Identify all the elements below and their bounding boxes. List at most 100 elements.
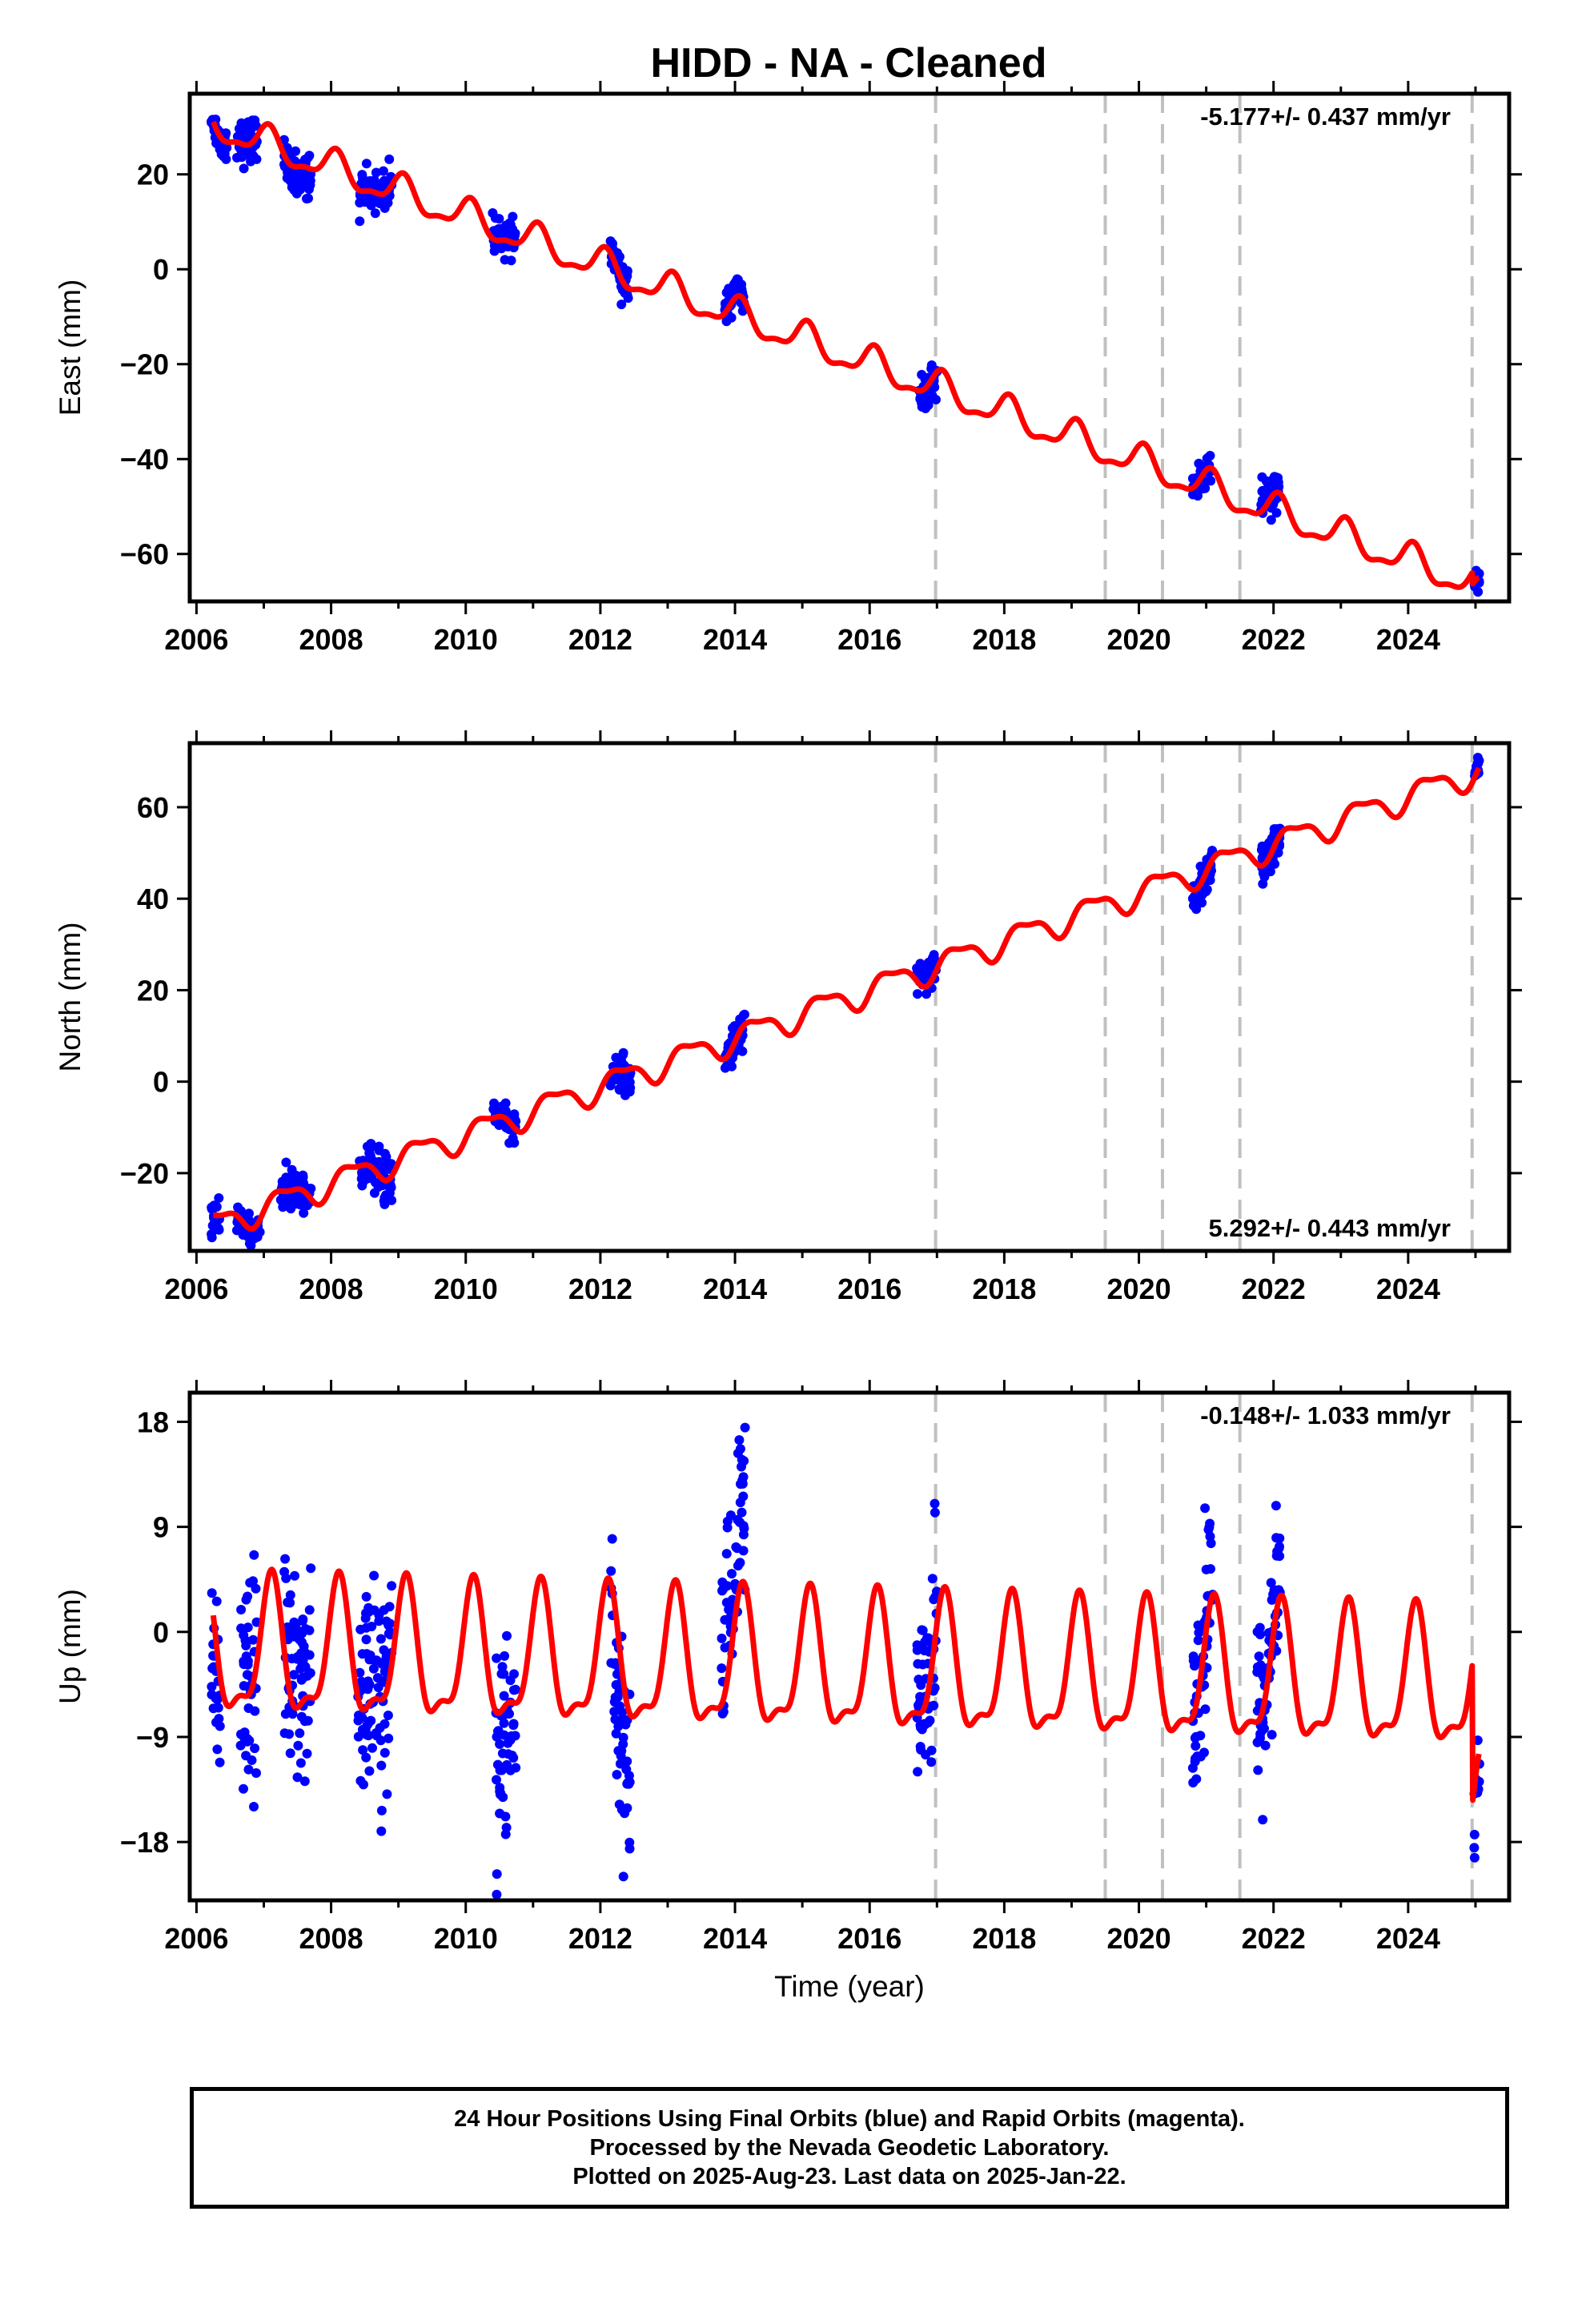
east-observation-point	[1271, 508, 1282, 518]
up-observation-point	[492, 1869, 502, 1880]
east-observation-point	[370, 208, 380, 219]
east-model-curve	[211, 120, 1481, 590]
up-observation-point	[615, 1759, 625, 1769]
up-observation-point	[383, 1628, 394, 1638]
east-observation-point	[302, 194, 311, 204]
north-observation-point	[620, 1080, 630, 1091]
up-observation-point	[718, 1584, 729, 1594]
north-y-ticks: −20 0 20 40 60	[120, 791, 1522, 1190]
up-observation-point	[371, 1655, 382, 1666]
north-offset-lines	[934, 743, 1474, 1251]
up-observation-point	[279, 1566, 290, 1577]
north-observation-point	[617, 1059, 628, 1068]
north-observation-point	[207, 1229, 217, 1240]
east-observation-point	[355, 216, 365, 227]
east-observation-point	[378, 166, 388, 176]
up-panel: 2006 2008 2010 2012 2014 2016 2018 2020 2022 2024…	[54, 1380, 1522, 2003]
up-observation-point	[245, 1578, 255, 1588]
up-observation-point	[295, 1728, 305, 1739]
north-observation-point	[357, 1167, 367, 1176]
up-x-tick-label: 2014	[703, 1922, 767, 1955]
caption-line-dates: Plotted on 2025-Aug-23. Last data on 202…	[572, 2164, 1126, 2189]
up-observation-point	[208, 1703, 219, 1714]
north-x-tick-label: 2024	[1376, 1273, 1440, 1305]
up-observation-point	[363, 1719, 373, 1729]
east-observation-point	[371, 167, 381, 178]
east-observation-point	[605, 236, 616, 247]
up-observation-point	[618, 1732, 628, 1743]
north-x-tick-label: 2016	[837, 1273, 901, 1305]
east-observation-point	[239, 163, 249, 174]
north-x-tick-label: 2022	[1242, 1273, 1306, 1305]
up-y-tick-label: 18	[137, 1405, 169, 1438]
east-observation-point	[384, 154, 395, 164]
up-observation-point	[1257, 1725, 1267, 1735]
north-observation-point	[299, 1208, 309, 1218]
up-observation-point	[207, 1690, 217, 1700]
up-x-tick-label: 2010	[434, 1922, 498, 1955]
east-observation-point	[724, 283, 734, 294]
up-observation-point	[734, 1435, 745, 1445]
up-x-tick-label: 2008	[299, 1922, 363, 1955]
up-observation-point	[361, 1591, 371, 1602]
up-observation-point	[295, 1758, 306, 1768]
east-y-tick-label: 20	[137, 159, 169, 191]
north-observation-point	[1256, 845, 1267, 855]
east-observation-point	[298, 168, 308, 179]
north-observation-point	[245, 1231, 255, 1241]
up-observation-point	[926, 1745, 937, 1755]
up-observation-point	[722, 1516, 733, 1526]
up-y-tick-label: −9	[136, 1721, 169, 1754]
up-model-curve	[210, 1566, 1482, 1803]
up-observation-point	[735, 1444, 745, 1454]
east-observation-point	[926, 388, 936, 399]
east-observation-point	[1202, 475, 1212, 485]
north-observation-point	[286, 1172, 295, 1182]
up-x-tick-label: 2018	[972, 1922, 1036, 1955]
east-observation-point	[232, 131, 243, 142]
up-observation-point	[302, 1671, 312, 1681]
east-observation-point	[1266, 515, 1276, 525]
east-y-tick-label: −40	[120, 443, 169, 476]
up-plot-area	[207, 1393, 1484, 1900]
up-observation-point	[249, 1802, 259, 1811]
up-observation-point	[376, 1805, 387, 1815]
up-y-tick-label: 0	[153, 1616, 169, 1649]
east-observation-point	[1200, 483, 1211, 493]
up-observation-point	[1206, 1564, 1215, 1574]
up-observation-point	[290, 1570, 299, 1581]
up-observation-point	[496, 1669, 507, 1679]
up-observation-point	[495, 1765, 505, 1775]
up-observation-point	[717, 1633, 727, 1643]
up-observation-point	[298, 1655, 308, 1665]
up-observation-point	[376, 1760, 387, 1771]
north-observation-point	[916, 968, 926, 979]
up-observation-point	[916, 1642, 926, 1653]
up-observation-point	[369, 1605, 379, 1615]
east-observation-point	[505, 219, 516, 230]
up-observation-point	[243, 1591, 253, 1602]
east-observation-point	[361, 159, 371, 169]
up-observation-point	[251, 1768, 261, 1778]
up-observation-point	[358, 1745, 368, 1755]
up-observation-point	[917, 1625, 927, 1635]
east-x-tick-label: 2024	[1376, 623, 1440, 656]
up-observation-point	[1205, 1531, 1215, 1542]
up-observation-point	[1190, 1756, 1200, 1767]
east-x-tick-label: 2020	[1107, 623, 1171, 656]
east-panel: 2006 2008 2010 2012 2014 2016 2018 2020 2022 2024…	[54, 81, 1522, 656]
east-x-tick-label: 2006	[164, 623, 228, 656]
up-observation-point	[285, 1590, 295, 1600]
north-y-axis-label: North (mm)	[54, 922, 86, 1072]
north-observation-point	[286, 1204, 296, 1214]
up-observation-point	[1205, 1518, 1215, 1529]
up-observation-point	[355, 1624, 366, 1634]
east-x-tick-label: 2010	[434, 623, 498, 656]
up-observation-point	[1258, 1815, 1268, 1825]
east-y-tick-label: 0	[153, 253, 169, 286]
up-observation-point	[285, 1748, 295, 1759]
up-observation-point	[243, 1703, 254, 1713]
east-observation-point	[1202, 453, 1212, 464]
north-observation-point	[302, 1200, 312, 1211]
up-observation-point	[1275, 1542, 1284, 1552]
